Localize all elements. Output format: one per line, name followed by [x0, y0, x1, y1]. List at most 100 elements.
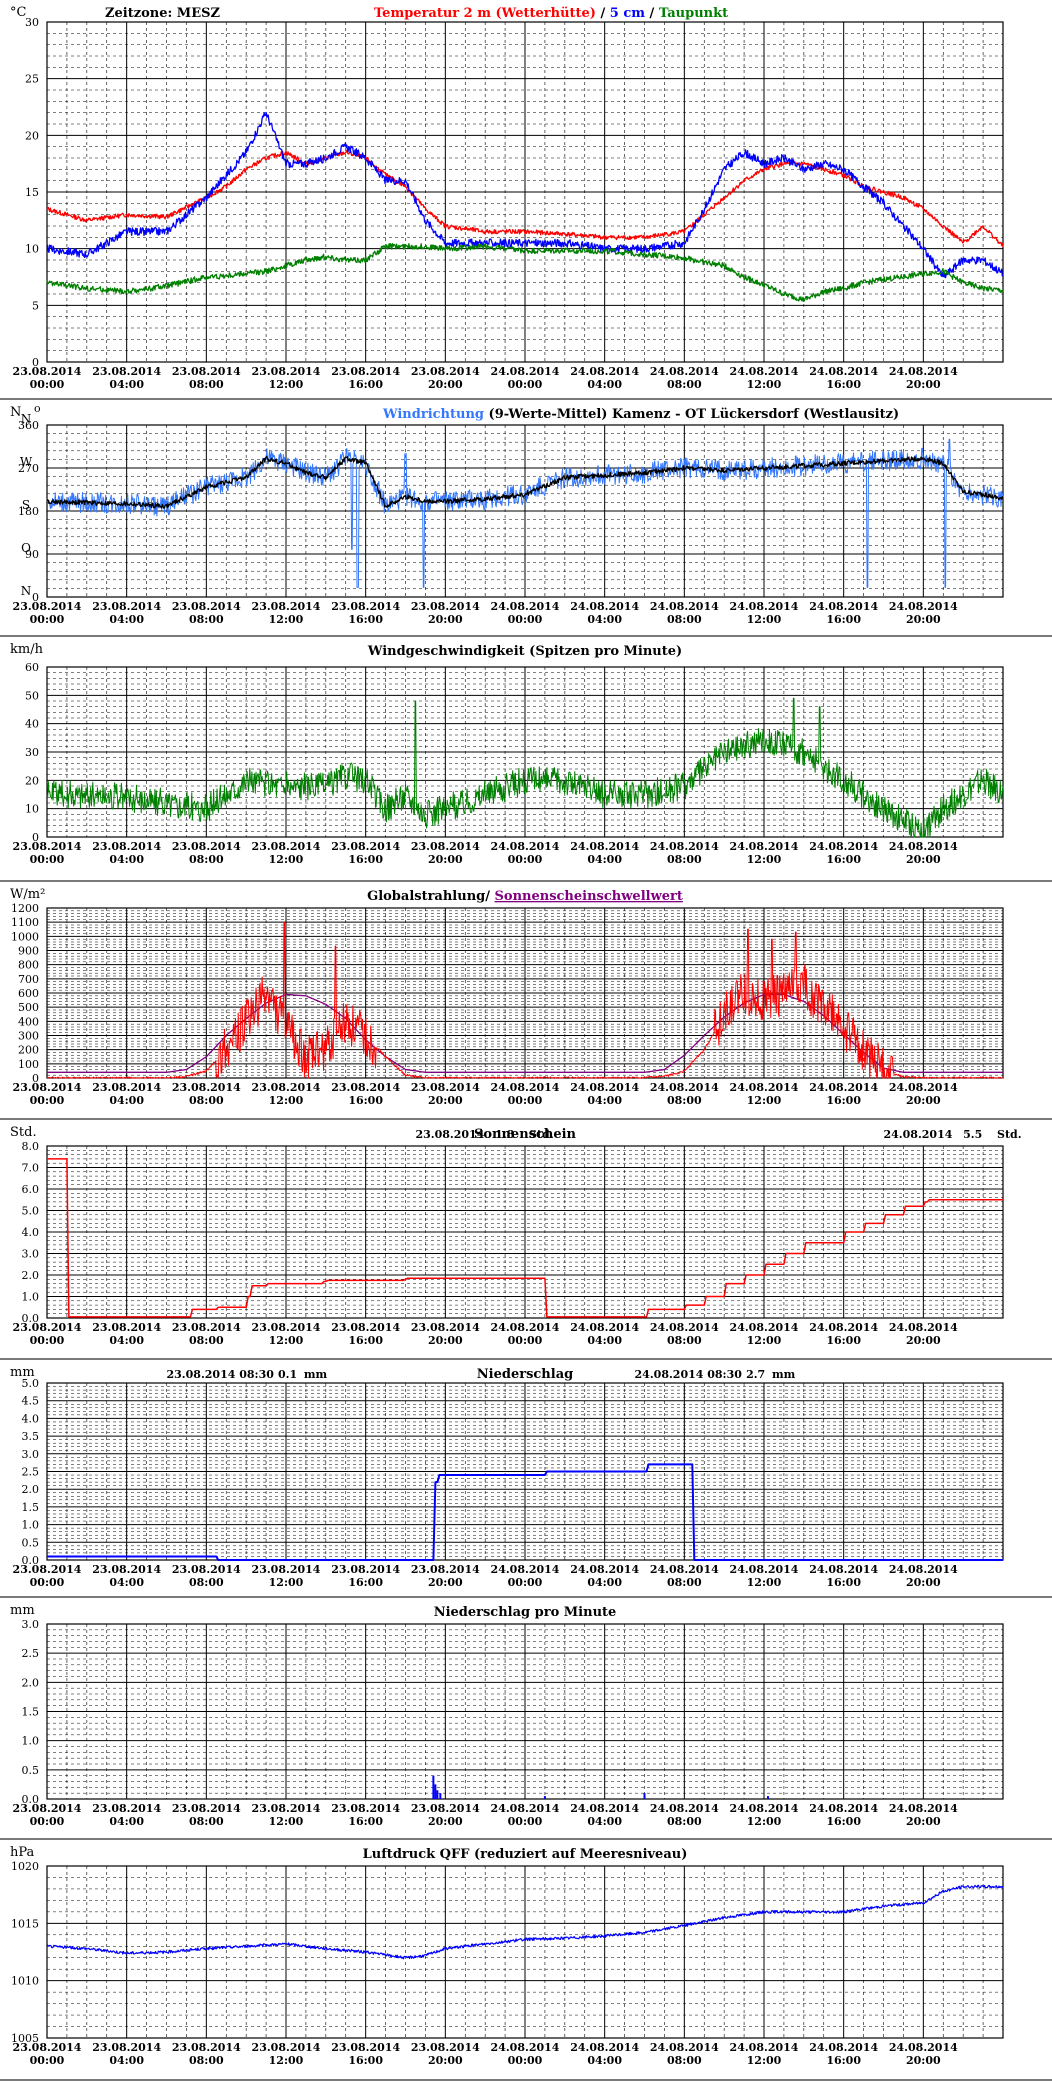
x-tick-date: 23.08.2014 — [172, 2041, 241, 2054]
y-tick-label: 1.0 — [22, 1519, 40, 1532]
x-tick-date: 24.08.2014 — [650, 1321, 719, 1334]
x-tick-date: 23.08.2014 — [172, 840, 241, 853]
x-tick-date: 24.08.2014 — [650, 600, 719, 613]
chart-panel-1: 0 5 10 15 20 25 30 23.08.2014 00:00 23.08.2014 04:… — [0, 0, 1052, 400]
x-tick-date: 24.08.2014 — [809, 1563, 878, 1576]
x-tick-time: 12:00 — [269, 378, 304, 391]
x-tick-time: 04:00 — [587, 853, 622, 866]
x-tick-time: 00:00 — [508, 1815, 543, 1828]
series-line — [46, 243, 1004, 302]
x-tick-time: 16:00 — [348, 2054, 383, 2067]
y-tick-label: 600 — [18, 987, 39, 1000]
y-tick-label: 0 — [32, 591, 39, 604]
x-tick-time: 00:00 — [508, 1576, 543, 1589]
y-tick-label: 1.0 — [22, 1291, 40, 1304]
chart-title-part: Sonnenscheinschwellwert — [495, 889, 683, 904]
y-tick-label: 3.0 — [22, 1448, 40, 1461]
x-tick-date: 23.08.2014 — [92, 600, 161, 613]
x-tick-date: 23.08.2014 — [13, 365, 82, 378]
x-tick-date: 24.08.2014 — [650, 2041, 719, 2054]
x-tick-date: 24.08.2014 — [889, 1802, 958, 1815]
x-tick-time: 00:00 — [508, 613, 543, 626]
y-tick-label: 4.0 — [22, 1226, 40, 1239]
x-tick-time: 00:00 — [30, 378, 65, 391]
x-tick-time: 08:00 — [667, 613, 702, 626]
y-tick-label: 2.0 — [22, 1483, 40, 1496]
day-total-annotation: mm — [772, 1368, 796, 1381]
y-tick-label: 6.0 — [22, 1183, 40, 1196]
y-tick-label: 5 — [32, 299, 39, 312]
compass-label: S — [22, 498, 30, 512]
x-tick-time: 12:00 — [269, 1334, 304, 1347]
x-tick-date: 24.08.2014 — [730, 600, 799, 613]
chart-svg: 09018027036023.08.201400:0023.08.201404:… — [10, 402, 1004, 626]
x-tick-date: 23.08.2014 — [172, 1563, 241, 1576]
chart-svg: 010203040506023.08.201400:0023.08.201404… — [10, 642, 1004, 866]
chart-title: Luftdruck QFF (reduziert auf Meeresnivea… — [363, 1847, 688, 1862]
x-tick-time: 04:00 — [109, 853, 144, 866]
series-Niederschlag pro Minute — [432, 1775, 769, 1799]
y-tick-label: 0.5 — [22, 1536, 40, 1549]
x-tick-time: 16:00 — [826, 613, 861, 626]
x-tick-date: 24.08.2014 — [809, 2041, 878, 2054]
x-tick-date: 23.08.2014 — [172, 600, 241, 613]
y-tick-label: 1020 — [11, 1860, 39, 1873]
x-tick-date: 24.08.2014 — [570, 2041, 639, 2054]
x-tick-date: 23.08.2014 — [252, 2041, 321, 2054]
x-tick-time: 08:00 — [667, 1334, 702, 1347]
x-tick-time: 04:00 — [587, 1094, 622, 1107]
series-line — [46, 111, 1004, 279]
y-tick-label: 7.0 — [22, 1162, 40, 1175]
x-tick-time: 16:00 — [826, 1815, 861, 1828]
chart-title-part: Niederschlag pro Minute — [434, 1605, 617, 1620]
x-tick-time: 08:00 — [667, 378, 702, 391]
plot-frame — [46, 1865, 1004, 2039]
chart-panel-5: 0.0 1.0 2.0 3.0 4.0 5.0 6.0 7.0 8.0 23.08.2014 00:… — [0, 1120, 1052, 1360]
x-tick-time: 00:00 — [30, 1576, 65, 1589]
x-tick-date: 24.08.2014 — [650, 1563, 719, 1576]
chart-panel-4: 0 100 200 300 400 500 600 700 800 900 1000 1100 1200… — [0, 882, 1052, 1120]
x-tick-date: 24.08.2014 — [650, 1802, 719, 1815]
plot-frame — [46, 21, 1004, 363]
x-tick-date: 24.08.2014 — [730, 1321, 799, 1334]
y-tick-label: 100 — [18, 1058, 39, 1071]
x-tick-date: 23.08.2014 — [252, 1321, 321, 1334]
unit-label: km/h — [10, 642, 44, 657]
x-tick-time: 16:00 — [348, 853, 383, 866]
x-tick-time: 12:00 — [747, 2054, 782, 2067]
x-tick-time: 00:00 — [30, 1094, 65, 1107]
x-tick-date: 23.08.2014 — [172, 1802, 241, 1815]
x-tick-time: 16:00 — [826, 1576, 861, 1589]
y-tick-label: 10 — [25, 803, 39, 816]
x-tick-time: 12:00 — [269, 1815, 304, 1828]
x-tick-time: 08:00 — [189, 613, 224, 626]
x-tick-time: 20:00 — [906, 1576, 941, 1589]
x-tick-date: 24.08.2014 — [809, 840, 878, 853]
chart-title: Niederschlag pro Minute — [434, 1605, 617, 1620]
x-tick-date: 24.08.2014 — [889, 2041, 958, 2054]
chart-title-part: / — [596, 6, 610, 21]
y-tick-label: 20 — [25, 129, 39, 142]
x-tick-time: 04:00 — [109, 1576, 144, 1589]
series-Niederschlag — [47, 1463, 1003, 1561]
x-tick-time: 20:00 — [428, 1334, 463, 1347]
y-tick-label: 1.0 — [22, 1735, 40, 1748]
x-tick-time: 00:00 — [30, 613, 65, 626]
x-tick-time: 04:00 — [587, 1334, 622, 1347]
x-tick-date: 23.08.2014 — [92, 840, 161, 853]
chart-title-part: (9-Werte-Mittel) — [484, 407, 607, 422]
x-tick-time: 20:00 — [906, 378, 941, 391]
y-tick-label: 5.0 — [22, 1377, 40, 1390]
x-tick-time: 20:00 — [428, 1576, 463, 1589]
x-tick-date: 23.08.2014 — [411, 1081, 480, 1094]
chart-title-part: Windrichtung — [382, 407, 484, 422]
x-tick-date: 23.08.2014 — [411, 1563, 480, 1576]
x-tick-date: 23.08.2014 — [331, 1802, 400, 1815]
x-tick-time: 04:00 — [109, 1815, 144, 1828]
x-tick-time: 16:00 — [826, 853, 861, 866]
y-tick-label: 400 — [18, 1015, 39, 1028]
day-total-annotation: 1.8 — [495, 1128, 514, 1141]
x-tick-time: 16:00 — [826, 2054, 861, 2067]
x-tick-date: 24.08.2014 — [650, 1081, 719, 1094]
x-tick-date: 23.08.2014 — [13, 2041, 82, 2054]
